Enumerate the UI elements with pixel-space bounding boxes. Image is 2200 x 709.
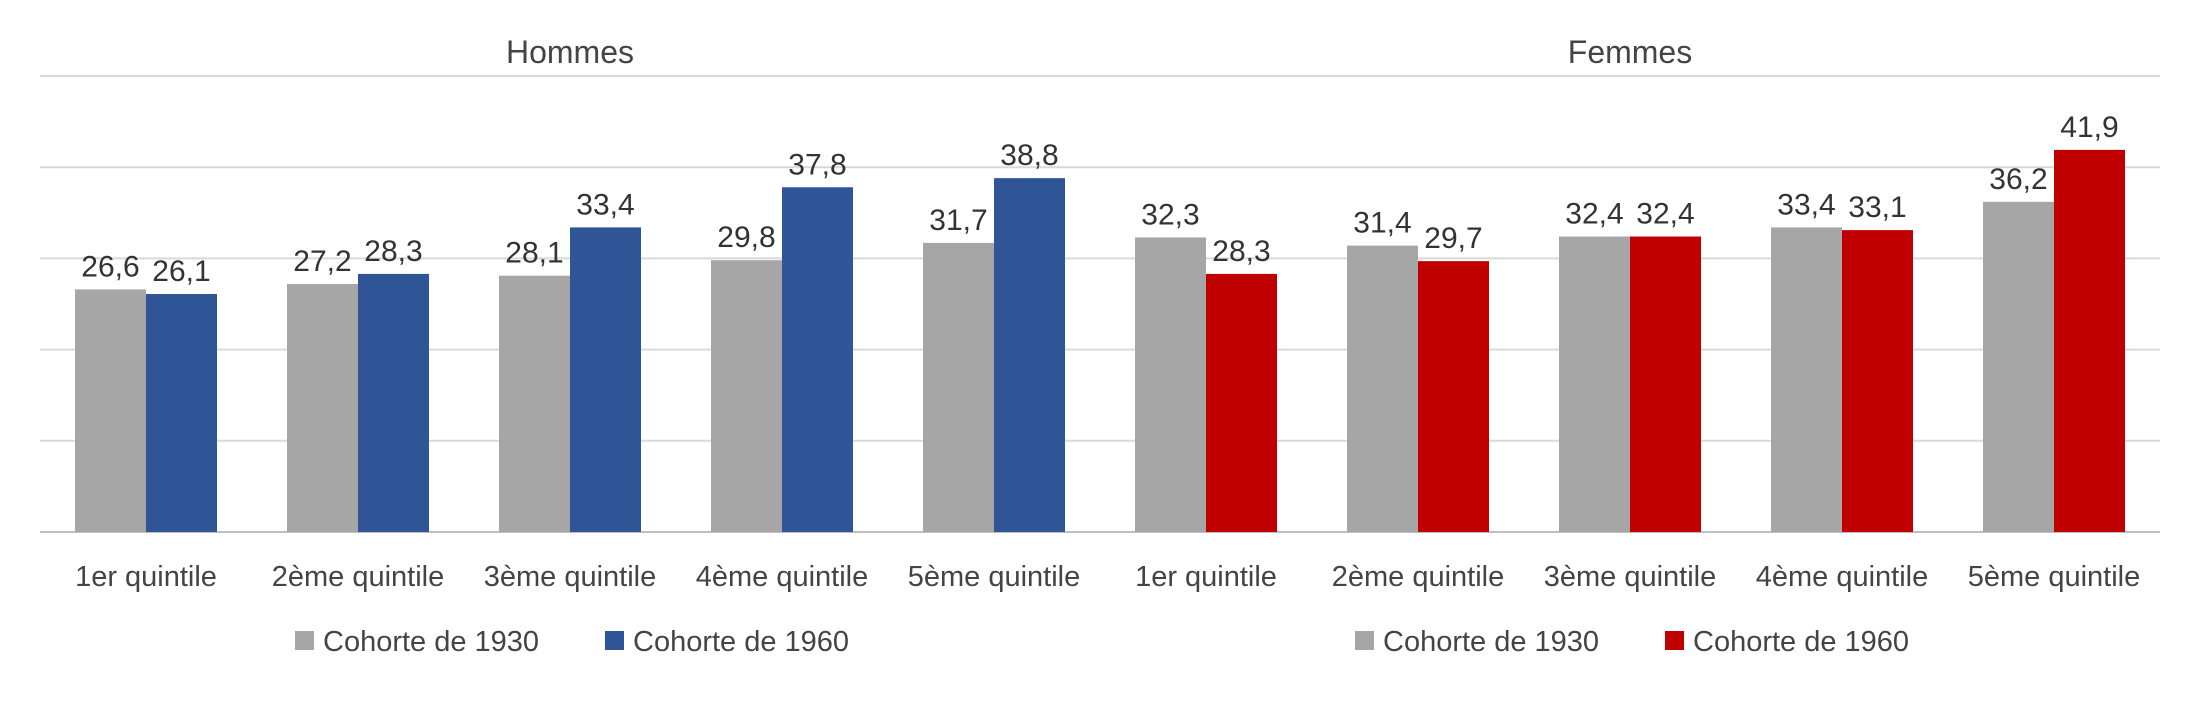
data-label: 36,2 [1989,163,2047,196]
data-label: 31,7 [929,204,987,237]
category-label: 3ème quintile [1544,561,1717,593]
bar [75,289,146,532]
bar [1135,237,1206,532]
category-label: 3ème quintile [484,561,657,593]
bar [1206,273,1277,532]
bar [287,283,358,532]
bar [923,242,994,532]
panel-titles: Hommes Femmes [506,34,1692,70]
data-label: 32,4 [1565,198,1623,231]
bar [1418,261,1489,532]
bar [1771,227,1842,532]
legend: Cohorte de 1930 Cohorte de 1960 Cohorte de… [295,626,1909,658]
bar [1559,236,1630,532]
data-label: 26,1 [152,255,210,288]
bars [75,149,2125,533]
bar [711,260,782,532]
data-label: 31,4 [1353,207,1411,240]
legend-label: Cohorte de 1960 [1693,626,1909,658]
bar [782,187,853,532]
data-label: 29,8 [717,221,775,254]
bar [1630,236,1701,532]
data-label: 28,3 [1212,235,1270,268]
bar [570,227,641,532]
bar [1983,201,2054,532]
bar [146,293,217,532]
bar [1842,230,1913,533]
panel-title: Hommes [506,34,634,70]
category-label: 4ème quintile [696,561,869,593]
legend-swatch [1355,631,1374,650]
data-label: 29,7 [1424,222,1482,255]
legend-label: Cohorte de 1960 [633,626,849,658]
category-label: 1er quintile [1135,561,1277,593]
data-label: 37,8 [788,148,846,181]
category-labels: 1er quintile 2ème quintile 3ème quintile 4è… [75,561,2140,593]
category-label: 2ème quintile [272,561,445,593]
legend-label: Cohorte de 1930 [1383,626,1599,658]
bar [499,275,570,532]
legend-swatch [295,631,314,650]
data-label: 26,6 [81,250,139,283]
data-label: 33,4 [1777,188,1835,221]
data-label: 32,4 [1636,198,1694,231]
bar [2054,149,2125,532]
data-label: 33,4 [576,188,634,221]
category-label: 4ème quintile [1756,561,1929,593]
bar [358,273,429,532]
panel-title: Femmes [1568,34,1692,70]
legend-label: Cohorte de 1930 [323,626,539,658]
bar [994,178,1065,533]
legend-swatch [605,631,624,650]
category-label: 5ème quintile [908,561,1081,593]
category-label: 5ème quintile [1968,561,2141,593]
data-labels: 26,6 26,1 27,2 28,3 28,1 33,4 29,8 37,8 31,7 38,8… [81,111,2118,288]
data-label: 28,3 [364,235,422,268]
data-label: 38,8 [1000,139,1058,172]
legend-swatch [1665,631,1684,650]
data-label: 41,9 [2060,111,2118,144]
bar [1347,245,1418,532]
data-label: 33,1 [1848,191,1906,224]
category-label: 2ème quintile [1332,561,1505,593]
data-label: 28,1 [505,237,563,270]
data-label: 27,2 [293,245,351,278]
category-label: 1er quintile [75,561,217,593]
data-label: 32,3 [1141,198,1199,231]
